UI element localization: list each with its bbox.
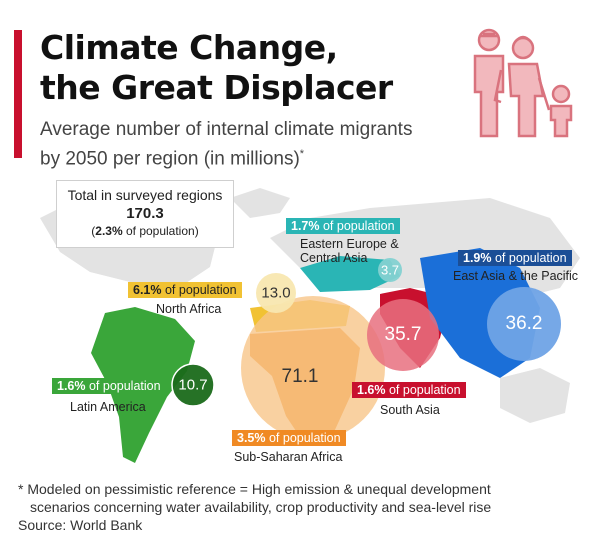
value-sub-saharan-africa: 71.1 (281, 366, 319, 387)
subtitle-line-2: by 2050 per region (in millions)* (40, 142, 412, 171)
total-pct-rest: of population) (122, 224, 199, 238)
value-eastern-europe-central-asia: 3.7 (380, 262, 400, 278)
value-north-africa: 13.0 (261, 284, 291, 302)
accent-bar (14, 30, 22, 158)
total-pct-bold: 2.3% (95, 224, 123, 238)
value-east-asia-pacific: 36.2 (505, 313, 543, 334)
value-south-asia: 35.7 (384, 324, 422, 345)
badge-latin-america: 1.6% of population (52, 378, 166, 394)
bubble-south-asia (367, 299, 439, 371)
footnote: * Modeled on pessimistic reference = Hig… (18, 480, 491, 534)
label-latin-america: Latin America (70, 400, 146, 414)
bubble-eastern-europe-central-asia (378, 258, 402, 282)
badge-east-asia-pacific: 1.9% of population (458, 250, 572, 266)
title-line-2: the Great Displacer (40, 68, 393, 107)
eastern-europe-central-asia-shape (300, 256, 400, 292)
label-north-africa: North Africa (156, 302, 222, 316)
badge-pct: 3.5% (237, 431, 266, 445)
badge-suffix: of population (265, 431, 341, 445)
source-label: Source: World Bank (18, 517, 143, 533)
badge-suffix: of population (161, 283, 237, 297)
bubble-east-asia-pacific (487, 287, 561, 361)
bubble-latin-america (171, 363, 215, 407)
badge-pct: 1.6% (57, 379, 86, 393)
total-label: Total in surveyed regions (67, 187, 223, 203)
badge-pct: 6.1% (133, 283, 162, 297)
bubble-north-africa (256, 273, 296, 313)
label-line-2: Central Asia (300, 251, 368, 265)
total-value: 170.3 (126, 205, 164, 222)
migrant-family-icon (473, 28, 573, 138)
total-pct-open: ( (91, 224, 96, 238)
label-east-asia-pacific: East Asia & the Pacific (453, 269, 579, 283)
badge-suffix: of population (385, 383, 461, 397)
label-eastern-europe-central-asia: Eastern Europe & Central Asia (300, 237, 399, 265)
footnote-line-1: * Modeled on pessimistic reference = Hig… (18, 481, 491, 497)
subtitle-line-2-text: by 2050 per region (in millions) (40, 148, 300, 170)
total-box: Total in surveyed regions 170.3 (2.3% of… (56, 180, 234, 248)
badge-pct: 1.7% (291, 219, 320, 233)
label-sub-saharan-africa: Sub-Saharan Africa (234, 450, 343, 464)
label-south-asia: South Asia (380, 403, 440, 417)
page-subtitle: Average number of internal climate migra… (40, 118, 412, 171)
page-title: Climate Change, the Great Displacer (40, 28, 393, 108)
greenland-shape (230, 188, 290, 218)
australia-shape (500, 368, 570, 423)
label-line-1: Eastern Europe & (300, 237, 399, 251)
badge-south-asia: 1.6% of population (352, 382, 466, 398)
total-pct: (2.3% of population) (57, 224, 233, 238)
badge-suffix: of population (491, 251, 567, 265)
value-latin-america: 10.7 (178, 376, 208, 394)
badge-north-africa: 6.1% of population (128, 282, 242, 298)
subtitle-line-1: Average number of internal climate migra… (40, 119, 413, 140)
title-line-1: Climate Change, (40, 28, 338, 67)
badge-suffix: of population (319, 219, 395, 233)
badge-sub-saharan-africa: 3.5% of population (232, 430, 346, 446)
badge-eastern-europe-central-asia: 1.7% of population (286, 218, 400, 234)
badge-pct: 1.9% (463, 251, 492, 265)
subtitle-footnote-mark: * (299, 148, 305, 160)
badge-pct: 1.6% (357, 383, 386, 397)
bubble-sub-saharan-africa (241, 296, 385, 440)
footnote-line-2: scenarios concerning water availability,… (30, 499, 492, 515)
badge-suffix: of population (85, 379, 161, 393)
